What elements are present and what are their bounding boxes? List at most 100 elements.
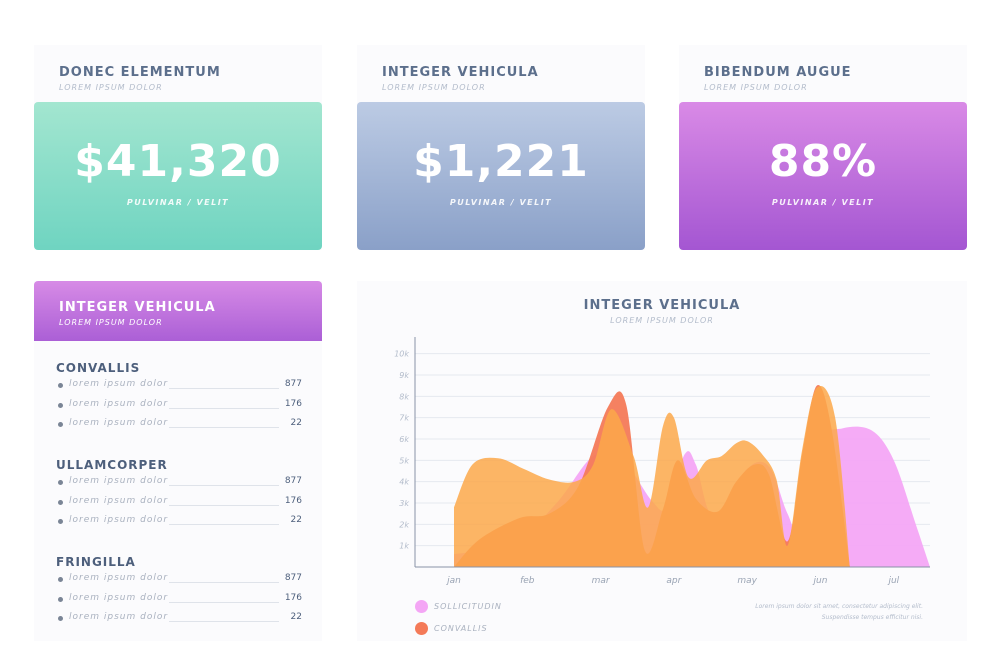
list-item: lorem ipsum dolor 176: [56, 593, 302, 607]
card-subtitle: LOREM IPSUM DOLOR: [704, 83, 808, 92]
y-tick-label: 1k: [399, 542, 409, 551]
kpi-card-2: INTEGER VEHICULA LOREM IPSUM DOLOR $1,22…: [357, 45, 645, 250]
bullet-icon: [58, 597, 63, 602]
card-subtitle: LOREM IPSUM DOLOR: [382, 83, 486, 92]
divider: [169, 602, 279, 603]
item-label: lorem ipsum dolor: [69, 476, 169, 486]
item-label: lorem ipsum dolor: [69, 379, 169, 389]
divider: [169, 427, 279, 428]
x-tick-label: may: [737, 576, 757, 586]
chart-panel: INTEGER VEHICULA LOREM IPSUM DOLOR 1k 2k 3…: [357, 281, 967, 641]
legend-swatch: [415, 622, 428, 635]
y-tick-label: 7k: [399, 414, 409, 423]
card-title: BIBENDUM AUGUE: [704, 65, 852, 80]
item-value: 176: [284, 496, 302, 506]
divider: [169, 582, 279, 583]
bullet-icon: [58, 616, 63, 621]
list-panel-subtitle: LOREM IPSUM DOLOR: [59, 318, 163, 327]
item-label: lorem ipsum dolor: [69, 593, 169, 603]
stat-box: $1,221 PULVINAR / VELIT: [357, 102, 645, 250]
bullet-icon: [58, 519, 63, 524]
list-item: lorem ipsum dolor 22: [56, 612, 302, 626]
divider: [169, 485, 279, 486]
x-tick-label: jul: [886, 576, 899, 586]
list-item: lorem ipsum dolor 22: [56, 515, 302, 529]
area-chart: 1k 2k 3k 4k 5k 6k 7k 8k 9k 10k jan feb mar apr may jun j…: [394, 337, 930, 586]
item-value: 877: [284, 573, 302, 583]
legend-swatch: [415, 600, 428, 613]
item-label: lorem ipsum dolor: [69, 612, 169, 622]
legend-item-convallis: CONVALLIS: [415, 622, 535, 636]
list-item: lorem ipsum dolor 877: [56, 573, 302, 587]
x-tick-label: apr: [666, 576, 682, 586]
y-tick-label: 2k: [399, 520, 409, 529]
y-tick-label: 4k: [399, 478, 409, 487]
chart-note-line-1: Lorem ipsum dolor sit amet, consectetur …: [755, 603, 923, 610]
divider: [169, 524, 279, 525]
stat-box: $41,320 PULVINAR / VELIT: [34, 102, 322, 250]
stat-value: $1,221: [413, 136, 589, 187]
item-value: 22: [290, 418, 302, 428]
bullet-icon: [58, 422, 63, 427]
legend-item-sollicitudin: SOLLICITUDIN: [415, 600, 535, 614]
stat-box: 88% PULVINAR / VELIT: [679, 102, 967, 250]
group-title: FRINGILLA: [56, 555, 136, 569]
item-value: 22: [290, 515, 302, 525]
kpi-card-1: DONEC ELEMENTUM LOREM IPSUM DOLOR $41,32…: [34, 45, 322, 250]
card-subtitle: LOREM IPSUM DOLOR: [59, 83, 163, 92]
item-value: 877: [284, 476, 302, 486]
list-panel-header: INTEGER VEHICULA LOREM IPSUM DOLOR: [34, 281, 322, 341]
group-title: ULLAMCORPER: [56, 458, 168, 472]
stat-footer: PULVINAR / VELIT: [449, 198, 553, 207]
list-item: lorem ipsum dolor 877: [56, 379, 302, 393]
item-label: lorem ipsum dolor: [69, 418, 169, 428]
y-tick-label: 8k: [399, 392, 409, 401]
chart-title: INTEGER VEHICULA: [583, 298, 741, 313]
item-value: 176: [284, 593, 302, 603]
y-tick-label: 6k: [399, 435, 409, 444]
y-tick-label: 3k: [399, 499, 409, 508]
legend-label: SOLLICITUDIN: [434, 602, 502, 611]
divider: [169, 621, 279, 622]
bullet-icon: [58, 500, 63, 505]
bullet-icon: [58, 383, 63, 388]
item-label: lorem ipsum dolor: [69, 573, 169, 583]
item-label: lorem ipsum dolor: [69, 399, 169, 409]
x-tick-label: feb: [520, 576, 535, 586]
stat-value: 88%: [768, 136, 878, 187]
item-value: 176: [284, 399, 302, 409]
list-panel-title: INTEGER VEHICULA: [59, 300, 216, 315]
y-tick-label: 5k: [399, 456, 409, 465]
bullet-icon: [58, 403, 63, 408]
list-item: lorem ipsum dolor 877: [56, 476, 302, 490]
card-title: INTEGER VEHICULA: [382, 65, 539, 80]
list-panel: INTEGER VEHICULA LOREM IPSUM DOLOR CONVA…: [34, 281, 322, 641]
x-tick-label: jun: [812, 576, 828, 586]
divider: [169, 388, 279, 389]
y-tick-label: 10k: [394, 350, 409, 359]
chart-note: Lorem ipsum dolor sit amet, consectetur …: [755, 601, 923, 623]
divider: [169, 505, 279, 506]
y-tick-label: 9k: [399, 371, 409, 380]
divider: [169, 408, 279, 409]
group-title: CONVALLIS: [56, 361, 141, 375]
stat-footer: PULVINAR / VELIT: [126, 198, 230, 207]
kpi-card-3: BIBENDUM AUGUE LOREM IPSUM DOLOR 88% PUL…: [679, 45, 967, 250]
card-title: DONEC ELEMENTUM: [59, 65, 221, 80]
list-item: lorem ipsum dolor 22: [56, 418, 302, 432]
list-item: lorem ipsum dolor 176: [56, 399, 302, 413]
chart-subtitle: LOREM IPSUM DOLOR: [610, 316, 714, 325]
stat-footer: PULVINAR / VELIT: [771, 198, 875, 207]
bullet-icon: [58, 577, 63, 582]
bullet-icon: [58, 480, 63, 485]
x-tick-label: mar: [592, 576, 611, 586]
list-item: lorem ipsum dolor 176: [56, 496, 302, 510]
legend-label: CONVALLIS: [434, 624, 488, 633]
chart-note-line-2: Suspendisse tempus efficitur nisi.: [821, 614, 923, 621]
x-tick-label: jan: [445, 576, 461, 586]
item-label: lorem ipsum dolor: [69, 515, 169, 525]
item-label: lorem ipsum dolor: [69, 496, 169, 506]
item-value: 22: [290, 612, 302, 622]
item-value: 877: [284, 379, 302, 389]
